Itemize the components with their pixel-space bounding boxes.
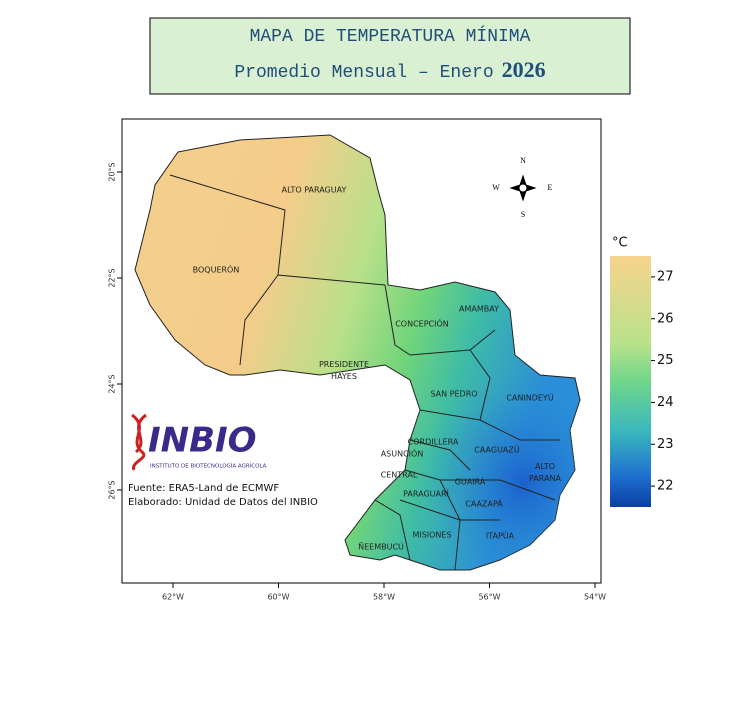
logo-full-name: INSTITUTO DE BIOTECNOLOGÍA AGRÍCOLA [150,463,267,470]
department-label: CAAZAPÁ [465,498,503,509]
colorbar-tick-label: 24 [657,395,674,410]
subtitle-line: Promedio Mensual – Enero 2026 [234,57,545,83]
department-label: AMAMBAY [459,305,499,314]
lat-tick-label: 20°S [108,162,117,181]
colorbar-tick-label: 22 [657,479,674,494]
lon-tick-label: 56°W [478,593,500,602]
lat-tick-label: 24°S [108,374,117,393]
compass-n: N [520,156,526,165]
department-label: ASUNCIÓN [381,448,424,459]
colorbar-tick-label: 23 [657,437,674,452]
department-label: PRESIDENTE HAYES [319,360,369,381]
year: 2026 [502,57,546,82]
department-label: CAAGUAZÚ [474,444,520,455]
title-box [149,17,631,95]
colorbar-tick-label: 25 [657,353,674,368]
department-label: GUAIRÁ [455,476,486,487]
department-label: CANINDEYÚ [506,392,553,403]
colorbar-tick-label: 27 [657,269,674,284]
department-label: ALTO PARANÁ [529,462,561,483]
department-label: CENTRAL [381,471,418,480]
compass-e: E [548,183,553,192]
title: MAPA DE TEMPERATURA MÍNIMA [250,25,531,47]
department-label: PARAGUARÍ [403,488,449,499]
compass: N S E W [492,156,552,219]
department-label: BOQUERÓN [193,264,240,275]
compass-s: S [521,210,525,219]
department-label: ITAPÚA [486,530,515,541]
colorbar [610,256,651,507]
department-label: MISIONES [412,531,451,540]
department-label: ÑEEMBUCÚ [358,541,404,552]
department-label: CORDILLERA [408,438,459,447]
cold-area [178,135,580,570]
department-label: SAN PEDRO [430,390,477,399]
lat-tick-label: 26°S [108,480,117,499]
subtitle: Promedio Mensual – Enero [234,63,493,83]
department-borders [169,174,560,571]
lon-tick-label: 60°W [267,593,289,602]
colorbar-tick-label: 26 [657,311,674,326]
logo-name: INBIO [148,421,257,461]
department-label: CONCEPCIÓN [395,318,449,329]
lon-tick-label: 54°W [584,593,606,602]
lon-tick-label: 58°W [373,593,395,602]
lon-tick-label: 62°W [162,593,184,602]
colorbar-label: °C [612,236,628,251]
department-label: ALTO PARAGUAY [282,186,347,195]
logo: INBIO INSTITUTO DE BIOTECNOLOGÍA AGRÍCOL… [131,413,267,471]
credit: Elaborado: Unidad de Datos del INBIO [128,497,318,508]
compass-w: W [492,183,500,192]
lat-tick-label: 22°S [108,268,117,287]
country [134,134,581,571]
source: Fuente: ERA5-Land de ECMWF [128,483,279,494]
